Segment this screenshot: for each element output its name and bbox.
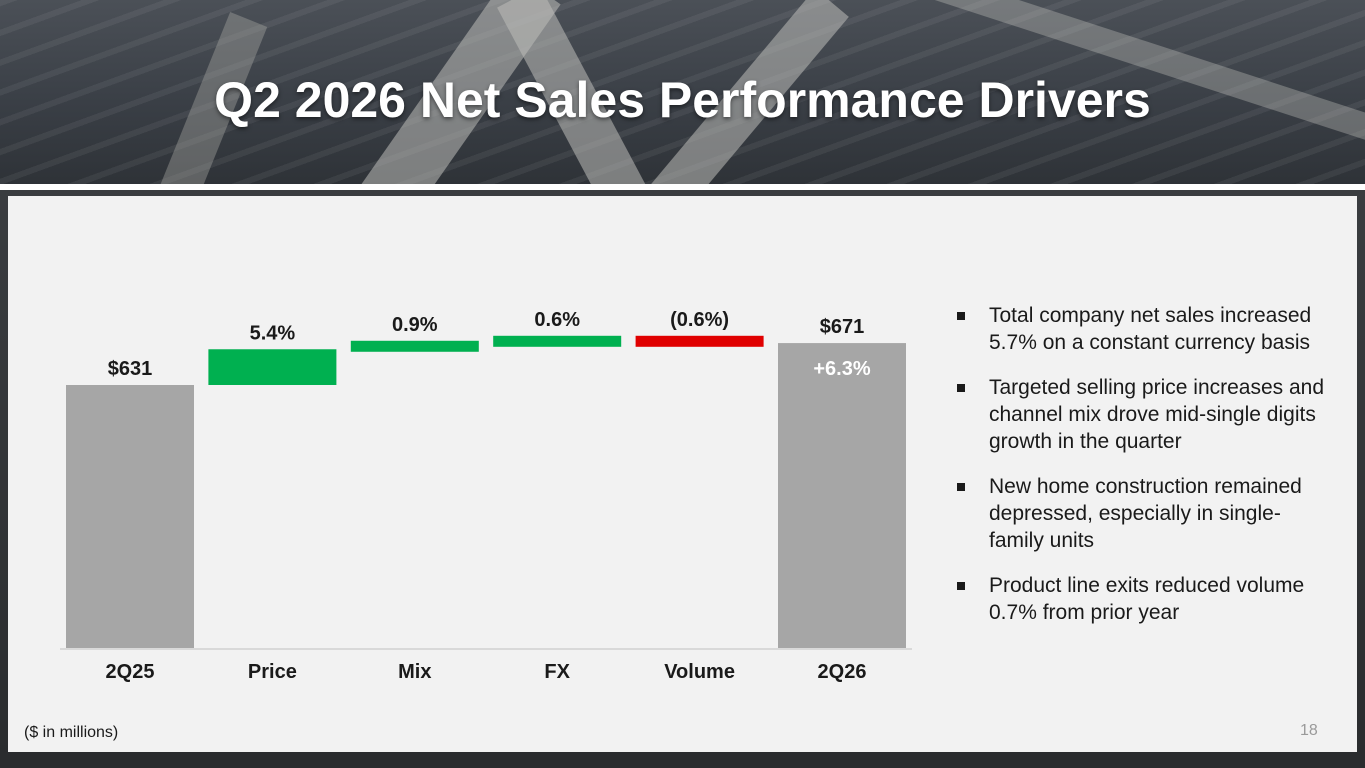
content-panel: [8, 196, 1357, 752]
page-number: 18: [1300, 722, 1318, 739]
bullet-text: Product line exits reduced volume 0.7% f…: [989, 574, 1305, 624]
units-footnote: ($ in millions): [24, 724, 119, 741]
bullet-text: Total company net sales increased 5.7% o…: [989, 304, 1312, 354]
waterfall-bar-price: [208, 349, 337, 385]
bullet-square-icon: [957, 483, 965, 491]
category-tick-label: 2Q26: [818, 661, 867, 683]
bullet-square-icon: [957, 312, 965, 320]
bullet-text: New home construction remained depressed…: [989, 475, 1302, 552]
title-divider: [0, 184, 1365, 190]
data-label: 0.9%: [392, 314, 438, 336]
waterfall-bar-mix: [350, 340, 479, 352]
data-label: (0.6%): [670, 309, 729, 331]
slide-title: Q2 2026 Net Sales Performance Drivers: [214, 72, 1151, 128]
category-tick-label: Volume: [664, 661, 735, 683]
waterfall-bar-2q25: [66, 384, 194, 648]
data-label: 5.4%: [250, 322, 296, 344]
category-tick-label: FX: [544, 661, 570, 683]
data-label: $631: [108, 358, 153, 380]
bullet-square-icon: [957, 582, 965, 590]
data-label: $671: [820, 316, 865, 338]
waterfall-bar-2q26: [778, 343, 906, 648]
data-label: 0.6%: [534, 309, 580, 331]
bullet-item: New home construction remained depressed…: [955, 473, 1325, 554]
header-banner: Q2 2026 Net Sales Performance Drivers: [0, 0, 1365, 186]
bullet-item: Total company net sales increased 5.7% o…: [955, 302, 1325, 356]
category-tick-label: Price: [248, 661, 297, 683]
bullet-item: Product line exits reduced volume 0.7% f…: [955, 572, 1325, 626]
bullet-list: Total company net sales increased 5.7% o…: [955, 302, 1325, 644]
waterfall-bar-volume: [635, 335, 764, 347]
bullet-text: Targeted selling price increases and cha…: [989, 376, 1325, 453]
bullet-item: Targeted selling price increases and cha…: [955, 374, 1325, 455]
bullet-square-icon: [957, 384, 965, 392]
change-label: +6.3%: [813, 358, 870, 380]
category-tick-label: Mix: [398, 661, 431, 683]
category-tick-label: 2Q25: [106, 661, 155, 683]
waterfall-bar-fx: [493, 335, 622, 347]
